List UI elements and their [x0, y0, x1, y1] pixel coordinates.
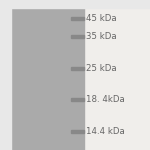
Bar — [0, 0, 150, 8]
Text: 45 kDa: 45 kDa — [86, 14, 117, 23]
Bar — [70, 130, 84, 133]
Bar — [70, 17, 84, 20]
Text: 35 kDa: 35 kDa — [86, 32, 117, 41]
Bar — [84, 0, 150, 150]
Bar — [70, 67, 84, 70]
Bar — [11, 0, 84, 150]
Bar — [70, 98, 84, 101]
Text: 18. 4kDa: 18. 4kDa — [86, 95, 125, 104]
Bar — [84, 0, 150, 150]
Bar — [70, 35, 84, 38]
Text: 14.4 kDa: 14.4 kDa — [86, 127, 125, 136]
Bar — [0, 0, 11, 150]
Text: 25 kDa: 25 kDa — [86, 64, 117, 73]
